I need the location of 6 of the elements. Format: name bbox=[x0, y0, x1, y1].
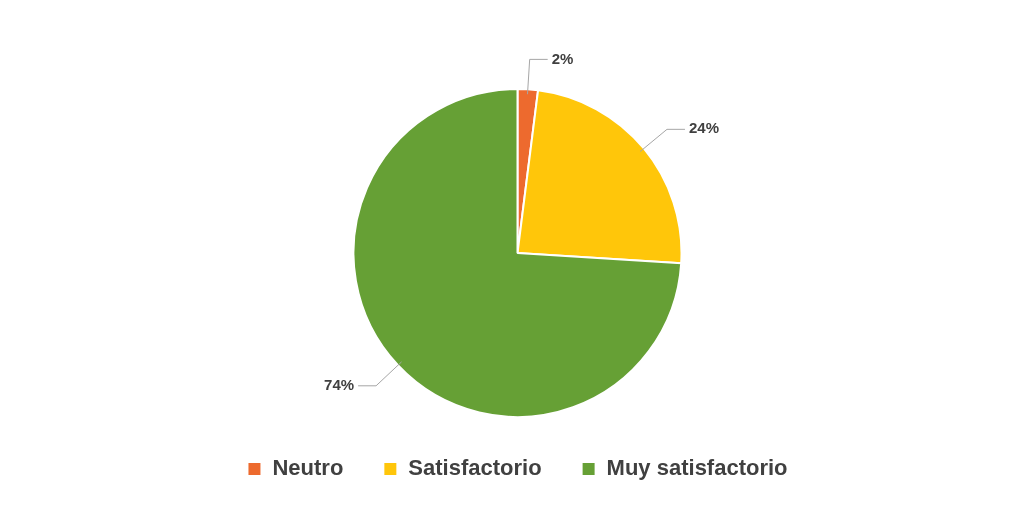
data-label: 2% bbox=[551, 49, 574, 67]
data-label: 74% bbox=[324, 375, 355, 393]
legend-label: Satisfactorio bbox=[408, 455, 542, 481]
legend-label: Neutro bbox=[272, 455, 344, 481]
legend-label: Muy satisfactorio bbox=[606, 455, 788, 481]
data-label: 24% bbox=[688, 119, 720, 137]
